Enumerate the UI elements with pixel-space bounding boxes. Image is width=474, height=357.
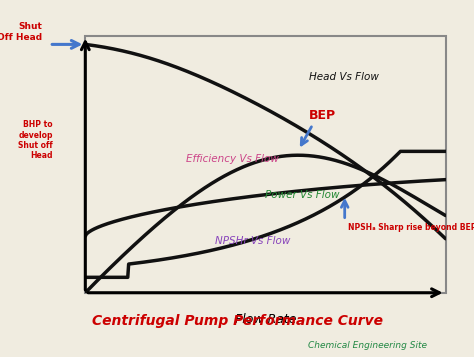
Text: Shut
Off Head: Shut Off Head (0, 22, 42, 42)
Text: Efficiency Vs Flow: Efficiency Vs Flow (186, 154, 279, 164)
Text: Centrifugal Pump Performance Curve: Centrifugal Pump Performance Curve (91, 314, 383, 328)
Text: Flow Rate: Flow Rate (235, 313, 296, 326)
Text: Power Vs Flow: Power Vs Flow (265, 190, 340, 200)
Text: Chemical Engineering Site: Chemical Engineering Site (308, 341, 427, 350)
Text: BEP: BEP (309, 109, 337, 122)
Text: Head Vs Flow: Head Vs Flow (309, 72, 379, 82)
Text: NPSHr Vs Flow: NPSHr Vs Flow (215, 236, 291, 246)
Text: BHP to
develop
Shut off
Head: BHP to develop Shut off Head (18, 120, 53, 160)
Text: NPSHₐ Sharp rise beyond BEP: NPSHₐ Sharp rise beyond BEP (348, 223, 474, 232)
